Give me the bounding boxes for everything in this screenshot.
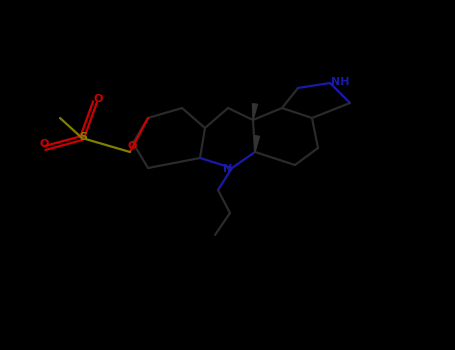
Text: S: S xyxy=(79,132,87,142)
Polygon shape xyxy=(254,136,259,152)
Polygon shape xyxy=(253,104,258,120)
Text: O: O xyxy=(127,141,136,151)
Text: O: O xyxy=(93,94,103,104)
Text: N: N xyxy=(223,164,233,174)
Text: O: O xyxy=(39,139,49,149)
Text: NH: NH xyxy=(331,77,349,87)
